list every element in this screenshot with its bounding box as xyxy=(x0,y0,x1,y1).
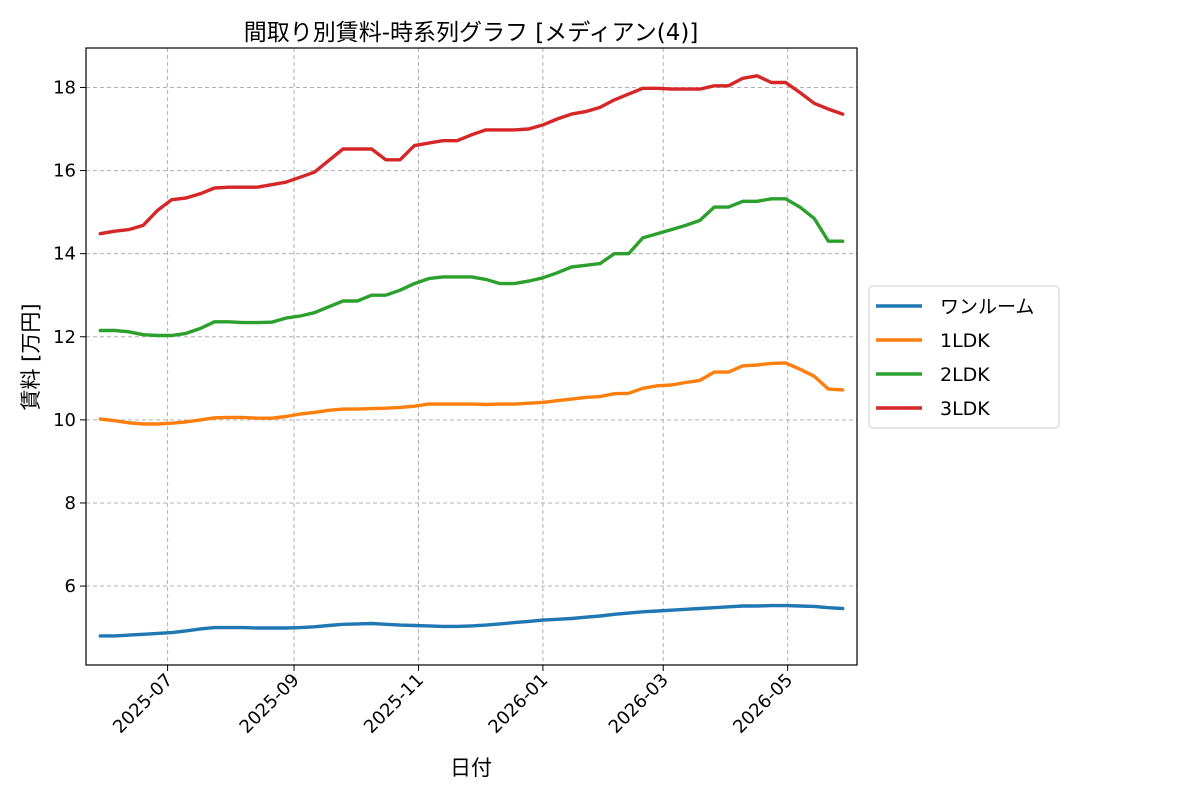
x-tick-label: 2025-09 xyxy=(236,670,304,738)
legend: ワンルーム 1LDK 2LDK 3LDK xyxy=(868,285,1060,429)
series-line-0 xyxy=(98,603,845,638)
legend-label-3: 3LDK xyxy=(940,398,990,420)
legend-label-0: ワンルーム xyxy=(940,296,1034,318)
x-tick-label: 2026-03 xyxy=(605,670,673,738)
x-tick-label: 2026-05 xyxy=(729,670,797,738)
y-tick-label: 8 xyxy=(65,493,76,514)
series-line-3 xyxy=(98,74,845,236)
y-axis-ticks: 6 8 10 12 14 16 18 xyxy=(53,77,86,597)
series-lines xyxy=(98,74,845,638)
legend-label-2: 2LDK xyxy=(940,364,990,386)
x-axis-ticks: 2025-07 2025-09 2025-11 2026-01 2026-03 2026-… xyxy=(109,665,797,738)
series-line-1 xyxy=(98,361,845,426)
y-tick-label: 18 xyxy=(53,77,76,98)
legend-label-1: 1LDK xyxy=(940,330,990,352)
x-axis-label: 日付 xyxy=(450,756,492,780)
y-tick-label: 14 xyxy=(53,244,76,265)
y-tick-label: 16 xyxy=(53,161,76,182)
x-tick-label: 2025-07 xyxy=(109,670,177,738)
y-tick-label: 6 xyxy=(65,576,76,597)
grid xyxy=(86,48,857,665)
y-tick-label: 10 xyxy=(53,410,76,431)
y-axis-label: 賃料 [万円] xyxy=(19,303,43,410)
x-tick-label: 2026-01 xyxy=(484,670,552,738)
chart-title: 間取り別賃料-時系列グラフ [メディアン(4)] xyxy=(244,20,699,46)
x-tick-label: 2025-11 xyxy=(360,670,428,738)
legend-box xyxy=(868,285,1060,429)
plot-frame xyxy=(85,47,858,666)
series-line-2 xyxy=(98,197,845,338)
y-tick-label: 12 xyxy=(53,327,76,348)
